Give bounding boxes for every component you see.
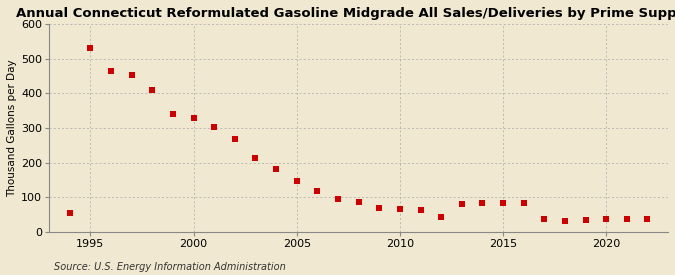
Y-axis label: Thousand Gallons per Day: Thousand Gallons per Day — [7, 59, 17, 197]
Title: Annual Connecticut Reformulated Gasoline Midgrade All Sales/Deliveries by Prime : Annual Connecticut Reformulated Gasoline… — [16, 7, 675, 20]
Text: Source: U.S. Energy Information Administration: Source: U.S. Energy Information Administ… — [54, 262, 286, 272]
